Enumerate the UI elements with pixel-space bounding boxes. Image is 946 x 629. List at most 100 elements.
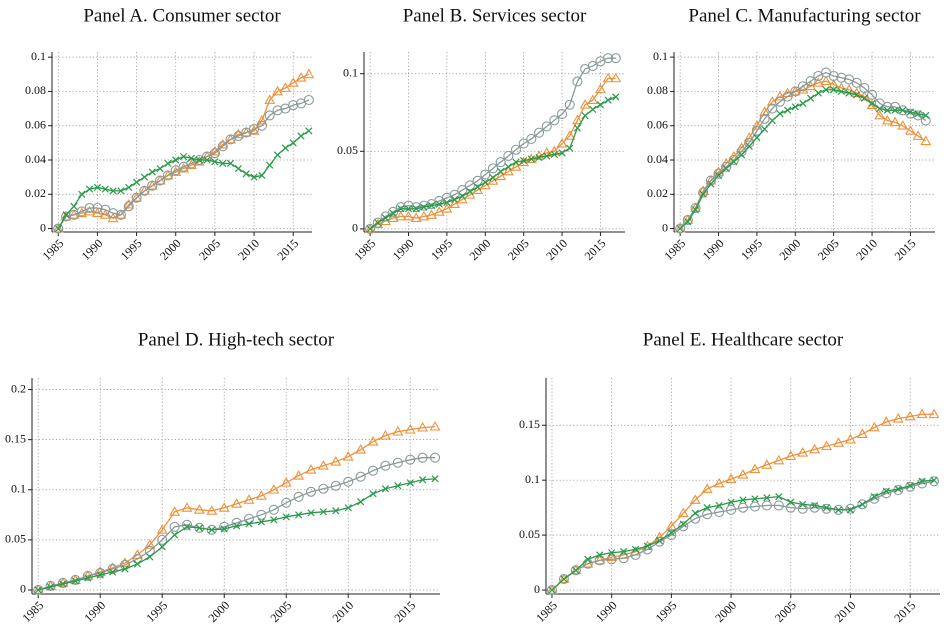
circle-marker	[169, 521, 180, 532]
x-marker	[643, 542, 652, 550]
triangle-marker	[84, 205, 96, 216]
x-marker	[822, 86, 830, 94]
circle-marker	[503, 150, 514, 162]
circle-marker	[774, 96, 785, 107]
x-marker	[791, 103, 799, 111]
x-marker	[631, 545, 640, 554]
circle-marker	[751, 125, 762, 136]
circle-marker	[721, 161, 732, 172]
x-marker	[156, 164, 164, 173]
x-marker	[203, 156, 211, 164]
triangle-marker	[904, 410, 916, 421]
series-line	[679, 89, 926, 230]
circle-marker	[761, 500, 772, 511]
circle-marker	[264, 110, 275, 121]
x-tick-label: 2005	[505, 236, 532, 263]
triangle-marker	[805, 80, 817, 91]
panel: 0 0.02 0.04 0.06 0.08 0.1 1985 1990 1995 2000 2005…	[647, 5, 935, 263]
x-marker	[148, 168, 156, 176]
x-marker	[319, 508, 328, 516]
x-marker	[930, 476, 938, 484]
circle-marker	[209, 148, 220, 159]
triangle-marker	[880, 416, 892, 426]
y-tick-label: 0.08	[25, 83, 46, 97]
triangle-marker	[502, 165, 514, 176]
x-marker	[226, 159, 235, 168]
circle-marker	[115, 209, 126, 220]
x-marker	[739, 496, 747, 504]
x-marker	[543, 152, 551, 160]
x-marker	[389, 209, 397, 218]
triangle-marker	[169, 506, 181, 516]
x-marker	[404, 205, 413, 213]
circle-marker	[714, 506, 725, 518]
y-tick-label: 0.02	[25, 186, 46, 200]
triangle-marker	[418, 210, 430, 221]
triangle-marker	[610, 72, 622, 83]
x-marker	[420, 203, 428, 211]
x-tick-label: 2000	[205, 598, 232, 625]
circle-marker	[851, 77, 862, 88]
circle-marker	[805, 76, 816, 87]
x-marker	[208, 526, 216, 534]
circle-marker	[541, 121, 552, 132]
triangle-marker	[119, 557, 131, 567]
triangle-marker	[364, 223, 376, 233]
circle-marker	[570, 565, 581, 576]
triangle-marker	[889, 116, 901, 127]
y-tick-label: 0	[40, 220, 46, 234]
circle-marker	[181, 519, 193, 530]
x-marker	[715, 501, 723, 510]
x-marker	[573, 124, 582, 132]
circle-marker	[395, 202, 406, 213]
panel: 0 0.05 0.1 0.15 0.2 1985 1990 1995 2000 2005 2010 2…	[5, 329, 441, 625]
circle-marker	[726, 504, 737, 515]
x-marker	[412, 205, 420, 213]
x-marker	[918, 477, 926, 485]
x-marker	[799, 500, 807, 508]
x-tick-label: 2010	[832, 598, 859, 625]
circle-marker	[392, 457, 403, 468]
circle-marker	[797, 81, 809, 92]
triangle-marker	[556, 137, 568, 148]
circle-marker	[857, 499, 868, 510]
x-marker	[906, 108, 915, 116]
x-marker	[394, 482, 402, 490]
x-tick-label: 1995	[428, 236, 455, 263]
x-marker	[397, 205, 405, 213]
x-marker	[876, 104, 884, 113]
x-marker	[604, 96, 612, 104]
triangle-marker	[232, 128, 244, 139]
triangle-marker	[751, 120, 763, 130]
y-tick-label: 0.2	[11, 381, 26, 395]
triangle-marker	[403, 210, 414, 221]
triangle-marker	[342, 451, 354, 461]
x-marker	[727, 498, 735, 506]
x-marker	[125, 183, 133, 192]
x-marker	[691, 509, 699, 517]
x-marker	[179, 152, 188, 161]
x-marker	[187, 154, 196, 162]
triangle-marker	[809, 443, 821, 454]
triangle-marker	[367, 436, 379, 446]
triangle-marker	[845, 433, 856, 444]
triangle-marker	[797, 447, 809, 457]
x-tick-label: 1990	[700, 236, 727, 263]
x-marker	[619, 547, 628, 556]
x-marker	[62, 211, 70, 219]
x-tick-label: 1985	[533, 598, 560, 625]
triangle-marker	[52, 222, 64, 233]
triangle-marker	[495, 170, 507, 181]
triangle-marker	[449, 198, 461, 208]
circle-marker	[367, 465, 379, 476]
circle-marker	[713, 168, 724, 179]
triangle-marker	[138, 185, 150, 195]
y-tick-label: 0.05	[5, 532, 26, 546]
circle-marker	[131, 192, 142, 203]
x-marker	[822, 504, 831, 512]
triangle-marker	[912, 130, 924, 140]
triangle-marker	[749, 463, 761, 474]
x-marker	[830, 86, 838, 94]
y-tick-label: 0	[534, 582, 540, 596]
x-marker	[787, 498, 795, 506]
